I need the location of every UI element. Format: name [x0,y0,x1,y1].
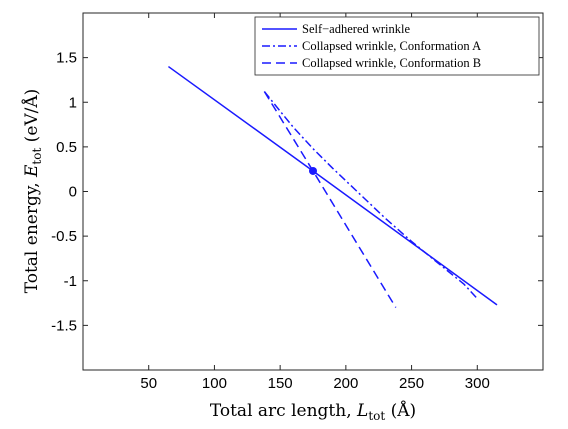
x-tick-label: 150 [268,375,293,392]
x-tick-label: 250 [399,375,424,392]
legend-box [254,16,540,76]
y-tick-label: 1 [69,94,77,111]
legend-label-conformation-a: Collapsed wrinkle, Conformation A [302,39,481,53]
tick-layer: 50 100 150 200 250 300 1.5 1 0.5 0 -0.5 -1 -1.5 [51,13,543,392]
x-tick-label: 50 [140,375,157,392]
plot-frame [82,12,544,371]
x-axis-label: Total arc length, Ltot (Å) [210,400,416,423]
y-axis-label: Total energy, Etot (eV/Å) [21,89,44,294]
x-axis-label-main: Total arc length, [210,401,357,421]
x-tick-label: 300 [465,375,490,392]
x-axis-label-unit: (Å) [385,400,416,421]
y-tick-label: 0 [69,184,77,201]
legend: Self−adhered wrinkle Collapsed wrinkle, … [254,16,540,76]
y-axis-label-sub: tot [30,148,44,165]
x-axis-label-sub: tot [368,409,385,423]
legend-label-self-adhered: Self−adhered wrinkle [302,22,411,36]
legend-label-conformation-b: Collapsed wrinkle, Conformation B [302,56,481,70]
y-tick-label: 1.5 [56,50,77,67]
series-line-collapsed-wrinkle-conformation-a [263,91,478,300]
y-tick-label: -0.5 [51,228,77,245]
x-tick-label: 200 [333,375,358,392]
y-axis-label-main: Total energy, [22,177,42,293]
x-tick-label: 100 [202,375,227,392]
series-line-collapsed-wrinkle-conformation-b [263,91,397,308]
x-axis-label-var: L [356,401,368,421]
y-tick-label: -1 [64,273,77,290]
y-axis-label-var: E [22,164,42,178]
intersection-marker [309,166,317,175]
marker-layer [309,166,317,175]
y-tick-label: -1.5 [51,317,77,334]
y-axis-label-unit: (eV/Å) [21,89,42,148]
y-tick-label: 0.5 [56,139,77,156]
